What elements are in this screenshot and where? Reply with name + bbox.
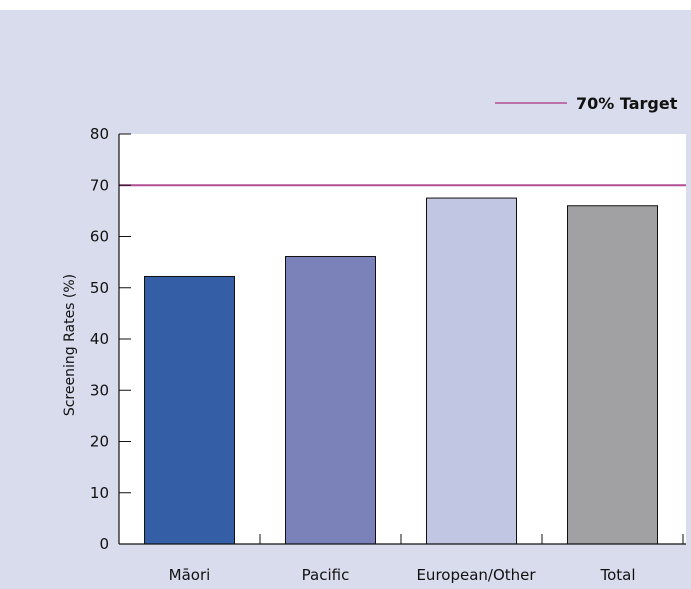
y-axis-title: Screening Rates (%) bbox=[62, 274, 78, 416]
legend-target-label: 70% Target bbox=[576, 94, 678, 113]
x-tick-label: Total bbox=[599, 566, 635, 584]
y-tick-label: 10 bbox=[90, 484, 109, 502]
bar-european-other bbox=[426, 197, 517, 545]
bar-m-ori bbox=[144, 275, 235, 545]
bar-pacific bbox=[285, 255, 376, 545]
y-tick-label: 50 bbox=[90, 279, 109, 297]
y-tick-label: 0 bbox=[99, 535, 109, 553]
y-tick-label: 30 bbox=[90, 381, 109, 399]
y-tick-label: 20 bbox=[90, 433, 109, 451]
y-tick-label: 80 bbox=[90, 125, 109, 143]
y-tick-label: 60 bbox=[90, 228, 109, 246]
x-tick-label: Māori bbox=[169, 566, 211, 584]
x-tick-label: European/Other bbox=[416, 566, 536, 584]
y-tick-label: 40 bbox=[90, 330, 109, 348]
y-tick-label: 70 bbox=[90, 176, 109, 194]
x-tick-label: Pacific bbox=[302, 566, 350, 584]
bar-total bbox=[567, 205, 658, 545]
